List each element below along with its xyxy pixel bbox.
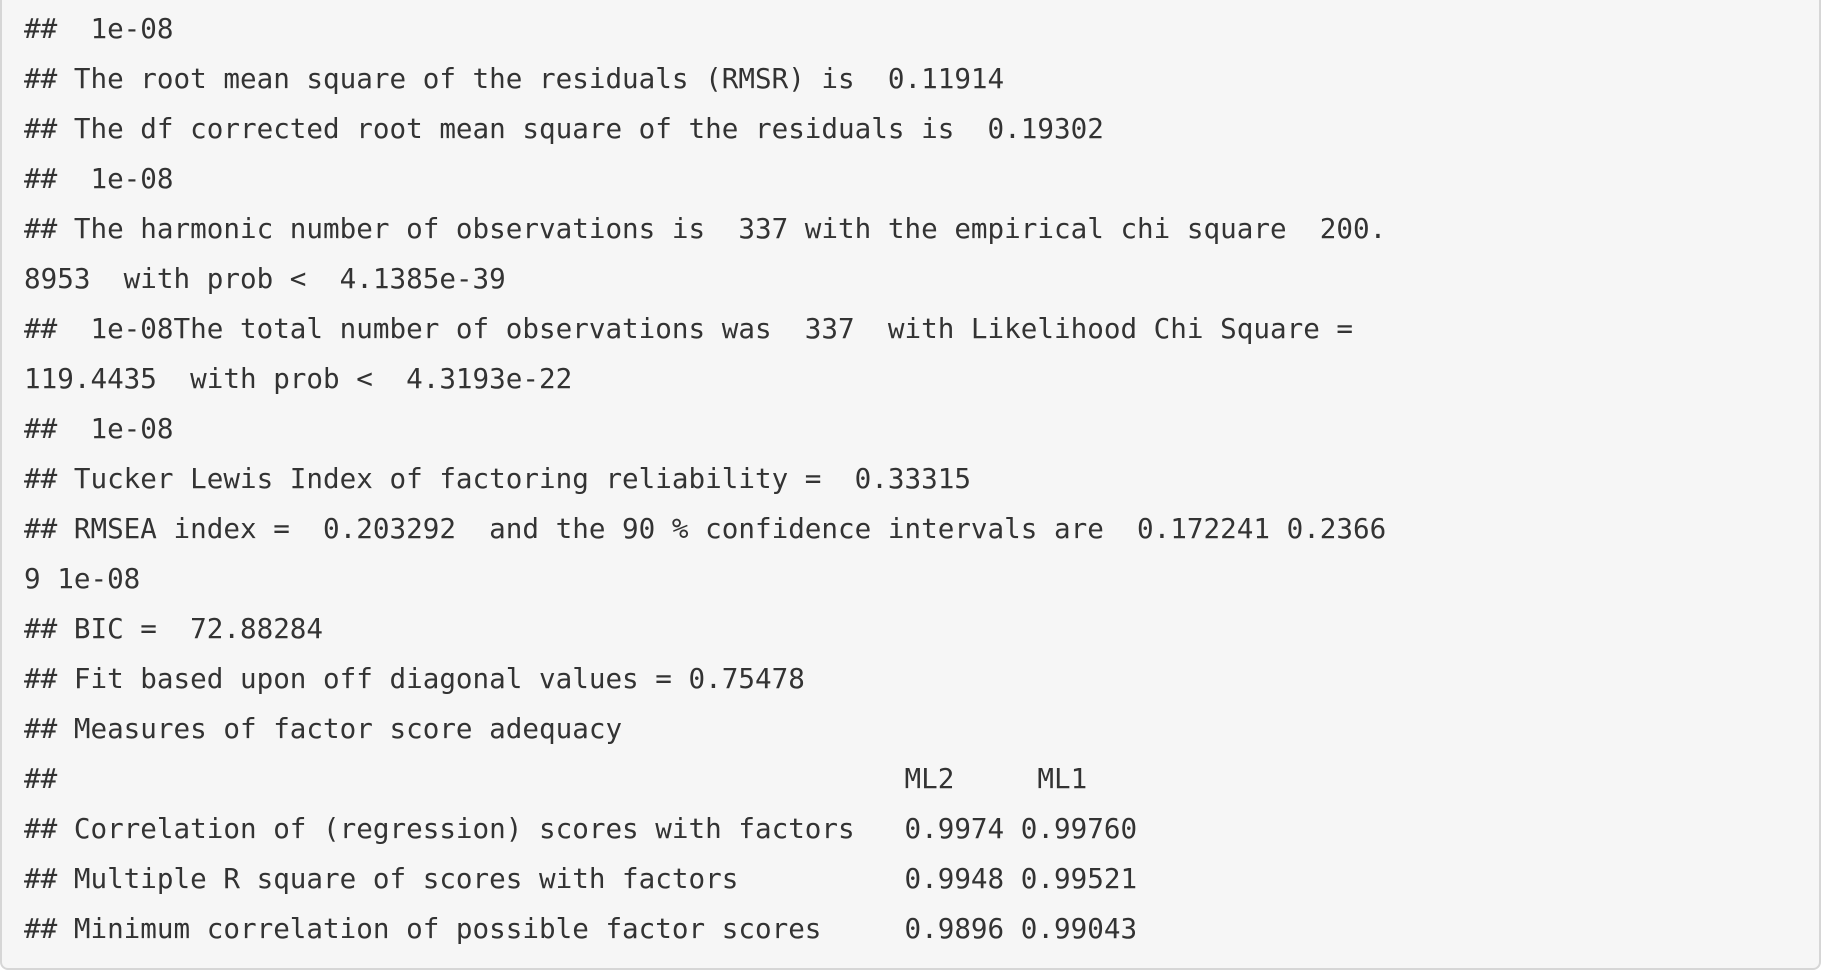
output-line: ## 1e-08 bbox=[24, 412, 174, 445]
table-row-line: ## Minimum correlation of possible facto… bbox=[24, 912, 1138, 945]
table-header-line: ## ML2 ML1 bbox=[24, 762, 1088, 795]
output-line: ## The root mean square of the residuals… bbox=[24, 62, 1005, 95]
output-line-wrapped: 9 1e-08 bbox=[24, 562, 141, 595]
factor-analysis-output: ## 1e-08 ## The root mean square of the r… bbox=[24, 4, 1386, 954]
output-line: ## The df corrected root mean square of … bbox=[24, 112, 1104, 145]
output-line: ## 1e-08 bbox=[24, 12, 174, 45]
output-line: ## RMSEA index = 0.203292 and the 90 % c… bbox=[24, 512, 1387, 545]
output-line-wrapped: 8953 with prob < 4.1385e-39 bbox=[24, 262, 506, 295]
output-line: ## Measures of factor score adequacy bbox=[24, 712, 623, 745]
output-line: ## 1e-08 bbox=[24, 162, 174, 195]
output-line: ## Tucker Lewis Index of factoring relia… bbox=[24, 462, 971, 495]
output-line: ## The harmonic number of observations i… bbox=[24, 212, 1387, 245]
table-row-line: ## Correlation of (regression) scores wi… bbox=[24, 812, 1138, 845]
output-line-wrapped: 119.4435 with prob < 4.3193e-22 bbox=[24, 362, 573, 395]
output-line: ## BIC = 72.88284 bbox=[24, 612, 324, 645]
table-row-line: ## Multiple R square of scores with fact… bbox=[24, 862, 1138, 895]
output-line: ## Fit based upon off diagonal values = … bbox=[24, 662, 805, 695]
output-line: ## 1e-08The total number of observations… bbox=[24, 312, 1354, 345]
